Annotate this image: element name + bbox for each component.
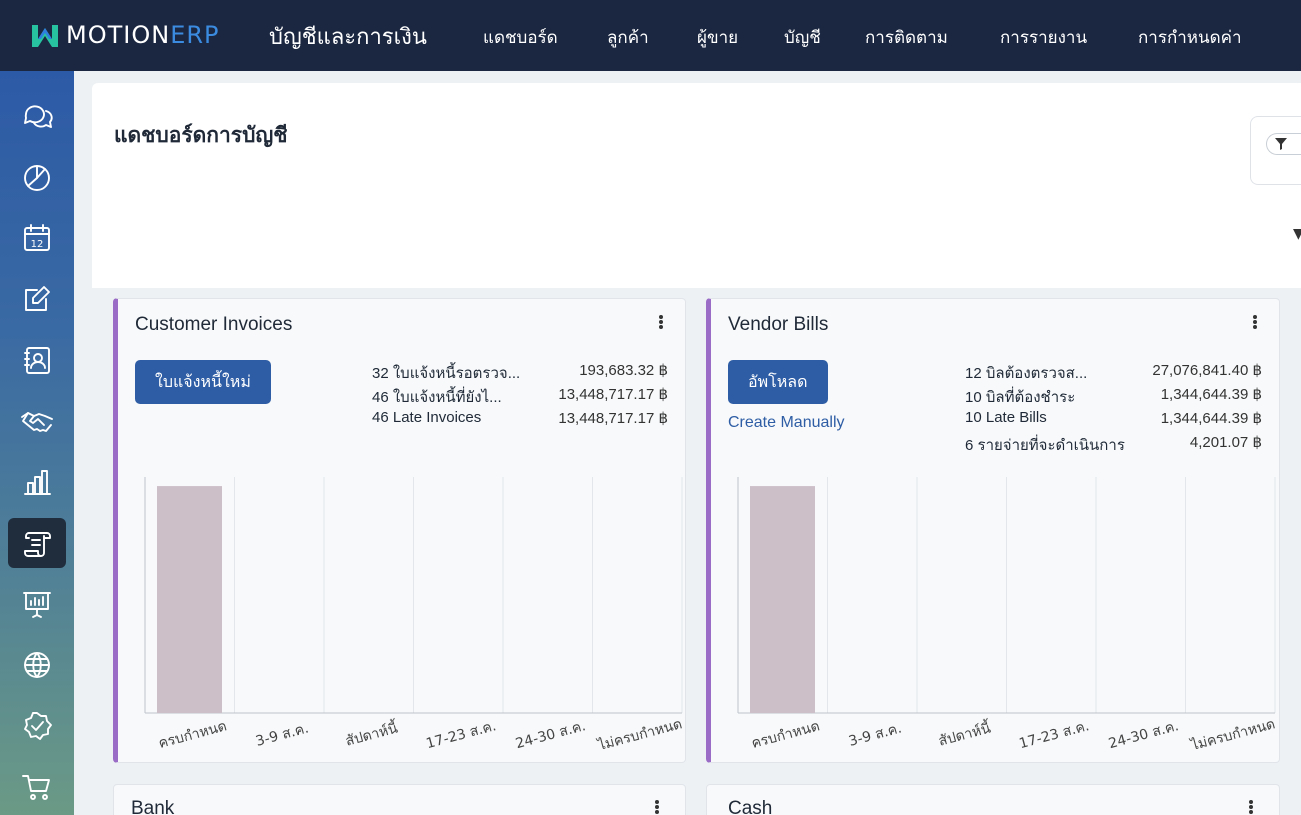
sidebar-item-contacts[interactable] — [8, 335, 66, 385]
menu-vendors[interactable]: ผู้ขาย — [697, 28, 739, 48]
stat-row-to-pay[interactable]: 10 บิลที่ต้องชำระ 1,344,644.39 ฿ — [965, 386, 1262, 406]
x-tick-label: 24-30 ส.ค. — [1107, 718, 1181, 752]
sidebar-item-website[interactable] — [8, 640, 66, 690]
cart-icon — [22, 775, 50, 800]
dashboard-header-panel — [92, 83, 1301, 288]
app-title[interactable]: บัญชีและการเงิน — [269, 25, 427, 50]
card-title: Cash — [728, 798, 773, 815]
menu-dashboard[interactable]: แดชบอร์ด — [483, 28, 558, 48]
sidebar-item-accounting[interactable] — [8, 518, 66, 568]
chart-bar[interactable] — [157, 486, 222, 713]
x-tick-label: 3-9 ส.ค. — [847, 720, 903, 749]
card-title: Bank — [131, 798, 175, 815]
sidebar-item-crm[interactable] — [8, 396, 66, 446]
sidebar-item-approvals[interactable] — [8, 701, 66, 751]
menu-accounting[interactable]: บัญชี — [784, 28, 821, 48]
menu-configuration[interactable]: การกำหนดค่า — [1138, 28, 1242, 48]
calendar-icon: 12 — [24, 224, 50, 251]
bar-chart-icon — [24, 470, 51, 495]
upload-bill-button[interactable]: อัพโหลด — [728, 360, 828, 404]
invoice-stats: 32 ใบแจ้งหนี้รอตรวจ... 193,683.32 ฿ 46 ใบ… — [372, 361, 668, 433]
svg-text:12: 12 — [31, 239, 44, 250]
sidebar-item-reporting[interactable] — [8, 457, 66, 507]
x-tick-label: ครบกำหนด — [157, 718, 229, 752]
sidebar-item-calendar[interactable]: 12 — [8, 213, 66, 263]
card-options-button[interactable] — [651, 798, 663, 815]
menu-tracking[interactable]: การติดตาม — [865, 28, 948, 48]
logo-icon — [32, 25, 58, 47]
chat-icon — [24, 105, 53, 128]
x-tick-label: 17-23 ส.ค. — [1017, 718, 1091, 752]
create-manually-link[interactable]: Create Manually — [728, 414, 845, 431]
bill-stats: 12 บิลต้องตรวจส... 27,076,841.40 ฿ 10 บิล… — [965, 361, 1262, 457]
sidebar-item-discuss[interactable] — [8, 91, 66, 141]
sidebar: 12 — [0, 71, 74, 815]
card-options-button[interactable] — [1249, 313, 1261, 331]
x-tick-label: สัปดาห์นี้ — [936, 717, 993, 749]
card-title: Customer Invoices — [135, 314, 293, 335]
cash-card: Cash — [706, 784, 1280, 815]
card-title: Vendor Bills — [728, 314, 829, 335]
sidebar-item-notes[interactable] — [8, 274, 66, 324]
badge-check-icon — [24, 712, 52, 740]
card-options-button[interactable] — [655, 313, 667, 331]
x-tick-label: ไม่ครบกำหนด — [1188, 715, 1277, 754]
stat-row-late[interactable]: 46 Late Invoices 13,448,717.17 ฿ — [372, 409, 668, 427]
menu-reporting[interactable]: การรายงาน — [1000, 28, 1088, 48]
scroll-icon — [24, 532, 51, 557]
top-navbar: MOTIONERP บัญชีและการเงิน แดชบอร์ด ลูกค้… — [0, 0, 1301, 71]
filter-icon — [1275, 138, 1287, 150]
sidebar-item-dashboard[interactable] — [8, 152, 66, 202]
new-invoice-button[interactable]: ใบแจ้งหนี้ใหม่ — [135, 360, 271, 404]
pie-chart-icon — [24, 165, 50, 191]
x-tick-label: 17-23 ส.ค. — [424, 718, 498, 752]
stat-row-unpaid[interactable]: 46 ใบแจ้งหนี้ที่ยังไ... 13,448,717.17 ฿ — [372, 386, 668, 406]
filter-toggle-button[interactable] — [1266, 133, 1301, 155]
stat-row-late[interactable]: 10 Late Bills 1,344,644.39 ฿ — [965, 409, 1262, 427]
x-tick-label: ไม่ครบกำหนด — [595, 715, 684, 754]
handshake-icon — [21, 412, 53, 432]
menu-customers[interactable]: ลูกค้า — [607, 28, 649, 48]
x-tick-label: 24-30 ส.ค. — [514, 718, 588, 752]
bill-aging-chart: ครบกำหนด 3-9 ส.ค. สัปดาห์นี้ 17-23 ส.ค. 24-3… — [737, 477, 1278, 771]
edit-icon — [25, 286, 50, 311]
brand-logo[interactable]: MOTIONERP — [30, 18, 220, 52]
customer-invoices-card: Customer Invoices ใบแจ้งหนี้ใหม่ 32 ใบแจ… — [113, 298, 686, 763]
page-title: แดชบอร์ดการบัญชี — [114, 123, 288, 147]
card-options-button[interactable] — [1245, 798, 1257, 815]
x-tick-label: 3-9 ส.ค. — [254, 720, 310, 749]
filter-arrow-icon[interactable]: ▼ — [1293, 226, 1301, 242]
invoice-aging-chart: ครบกำหนด 3-9 ส.ค. สัปดาห์นี้ 17-23 ส.ค. 24-3… — [144, 477, 685, 771]
presentation-icon — [23, 592, 51, 618]
stat-row-to-check[interactable]: 12 บิลต้องตรวจส... 27,076,841.40 ฿ — [965, 362, 1262, 382]
stat-row-to-check[interactable]: 32 ใบแจ้งหนี้รอตรวจ... 193,683.32 ฿ — [372, 362, 668, 382]
chart-bar[interactable] — [750, 486, 815, 713]
stat-row-expenses[interactable]: 6 รายจ่ายที่จะดำเนินการ 4,201.07 ฿ — [965, 434, 1262, 454]
contacts-icon — [24, 347, 50, 374]
sidebar-item-purchase[interactable] — [8, 762, 66, 812]
brand-name: MOTIONERP — [66, 21, 220, 49]
sidebar-item-presentation[interactable] — [8, 579, 66, 629]
x-tick-label: ครบกำหนด — [750, 718, 822, 752]
x-tick-label: สัปดาห์นี้ — [343, 717, 400, 749]
vendor-bills-card: Vendor Bills อัพโหลด Create Manually 12 … — [706, 298, 1280, 763]
globe-icon — [24, 652, 50, 678]
bank-card: Bank — [113, 784, 686, 815]
